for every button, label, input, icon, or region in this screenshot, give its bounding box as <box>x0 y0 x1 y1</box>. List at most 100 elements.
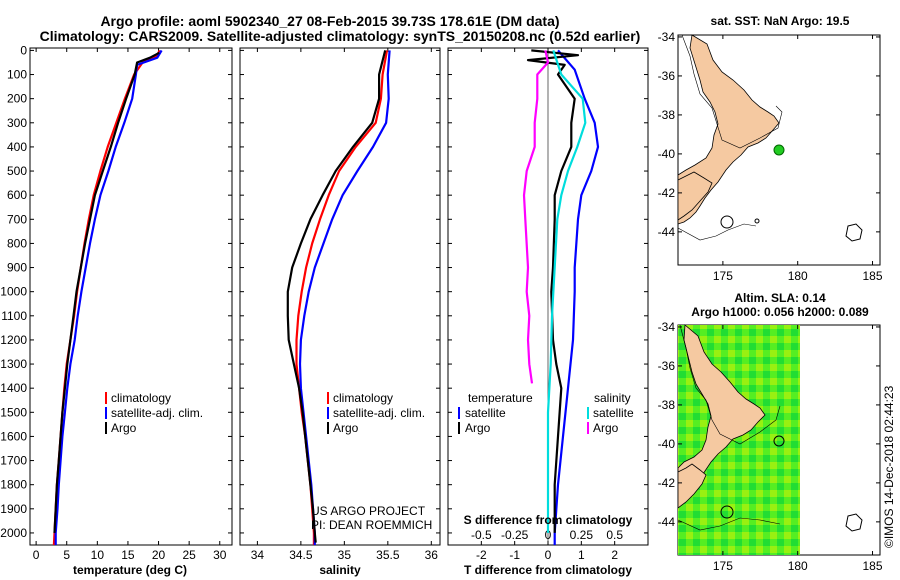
x-tick-label: 20 <box>152 548 166 562</box>
lon-tick-label: 185 <box>863 269 883 283</box>
salinity-series <box>286 50 391 545</box>
lon-tick-label: 180 <box>788 559 808 573</box>
lon-tick-label: 175 <box>713 269 733 283</box>
x-tick-label: -1 <box>509 548 520 562</box>
s-tick-label: -0.25 <box>501 528 529 542</box>
map1-land <box>677 34 780 225</box>
s-diff-label: S difference from climatology <box>464 513 633 527</box>
lat-tick-label: -34 <box>658 30 676 44</box>
legend-s-satellite: satellite <box>593 406 634 420</box>
lat-tick-label: -44 <box>658 515 676 529</box>
depth-tick-label: 400 <box>7 140 27 154</box>
x-tick-label: 25 <box>182 548 196 562</box>
temperature-x-axis: 0 5 10 15 20 25 30 <box>33 48 227 562</box>
map1-title: sat. SST: NaN Argo: 19.5 <box>711 14 850 28</box>
temperature-axes <box>29 47 233 546</box>
lat-tick-label: -36 <box>658 69 676 83</box>
x-tick-label: 1 <box>578 548 585 562</box>
series-satellite-adj-clim- <box>54 49 163 545</box>
salinity-legend: climatology satellite-adj. clim. Argo <box>327 391 425 435</box>
depth-tick-label: 1000 <box>0 285 27 299</box>
map1-chatham <box>845 223 863 242</box>
depth-tick-label: 1600 <box>0 429 27 443</box>
x-tick-label: 15 <box>121 548 135 562</box>
s-tick-label: -0.5 <box>471 528 492 542</box>
series-climatology <box>52 49 161 546</box>
legend-argo: Argo <box>111 421 137 435</box>
legend-climatology: climatology <box>333 391 393 405</box>
x-tick-label: 0 <box>33 548 40 562</box>
series-t-argo <box>526 49 580 533</box>
credit-pi: PI: DEAN ROEMMICH <box>311 518 432 532</box>
salinity-xlabel: salinity <box>319 563 361 577</box>
legend-climatology: climatology <box>111 391 171 405</box>
series-s-satellite <box>546 50 587 533</box>
x-tick-label: 36 <box>425 548 439 562</box>
map1-islet <box>754 218 760 224</box>
lat-tick-label: -44 <box>658 225 676 239</box>
legend-s-argo: Argo <box>593 421 619 435</box>
map2-title1: Altim. SLA: 0.14 <box>734 291 826 305</box>
depth-tick-label: 1400 <box>0 381 27 395</box>
map1-contour <box>677 34 783 241</box>
temperature-series <box>52 49 163 546</box>
s-tick-label: 0.25 <box>570 528 594 542</box>
map1-lon-ticks: 175 180 185 <box>713 35 883 283</box>
depth-tick-label: 1100 <box>1 309 27 323</box>
lat-tick-label: -38 <box>658 108 676 122</box>
series-s-argo <box>522 50 550 384</box>
depth-axis: 0 100 200 300 400 500 600 700 800 900 1000 1100 1200… <box>0 43 648 540</box>
legend-t-argo: Argo <box>465 421 491 435</box>
x-tick-label: 30 <box>213 548 227 562</box>
lat-tick-label: -38 <box>658 398 676 412</box>
s-tick-label: 0.5 <box>606 528 623 542</box>
depth-tick-label: 1300 <box>0 357 27 371</box>
difference-legend: temperature satellite Argo salinity sate… <box>458 391 634 435</box>
depth-tick-label: 2000 <box>0 526 27 540</box>
map1-argo-marker <box>773 144 785 156</box>
x-tick-label: 35.5 <box>376 548 400 562</box>
map2-title2: Argo h1000: 0.056 h2000: 0.089 <box>691 305 869 319</box>
depth-tick-label: 1700 <box>0 454 27 468</box>
imos-watermark: ©IMOS 14-Dec-2018 02:44:23 <box>882 385 896 548</box>
map2-contour <box>677 324 781 531</box>
depth-tick-label: 200 <box>7 92 27 106</box>
salinity-x-axis: 34 34.5 35 35.5 36 <box>251 48 439 562</box>
t-diff-xlabel: T difference from climatology <box>464 563 632 577</box>
map2-argo-marker <box>773 435 785 447</box>
lon-tick-label: 175 <box>713 559 733 573</box>
depth-tick-label: 100 <box>7 68 27 82</box>
salinity-axes <box>239 47 441 546</box>
series-satellite-adj-clim- <box>298 50 391 545</box>
legend-t-satellite: satellite <box>465 406 506 420</box>
difference-series <box>522 49 600 545</box>
x-tick-label: 10 <box>91 548 105 562</box>
t-diff-x-axis: -2 -1 0 1 2 <box>476 48 618 562</box>
depth-tick-label: 700 <box>7 212 27 226</box>
x-tick-label: 2 <box>611 548 618 562</box>
map1-island <box>720 215 734 229</box>
legend-satellite: satellite-adj. clim. <box>333 406 425 420</box>
series-argo <box>53 51 160 533</box>
temperature-xlabel: temperature (deg C) <box>73 563 187 577</box>
lat-tick-label: -40 <box>658 437 676 451</box>
x-tick-label: 35 <box>338 548 352 562</box>
temperature-legend: climatology satellite-adj. clim. Argo <box>105 391 203 435</box>
credit-project: US ARGO PROJECT <box>311 504 426 518</box>
lat-tick-label: -36 <box>658 359 676 373</box>
depth-tick-label: 800 <box>7 236 27 250</box>
map2: -34 -36 -38 -40 -42 -44 175 180 185 <box>658 320 883 573</box>
x-tick-label: 34.5 <box>289 548 313 562</box>
depth-tick-label: 300 <box>7 116 27 130</box>
legend-argo: Argo <box>333 421 359 435</box>
map2-island <box>720 505 734 519</box>
lat-tick-label: -42 <box>658 186 676 200</box>
title-line1: Argo profile: aoml 5902340_27 08-Feb-201… <box>100 13 559 29</box>
depth-tick-label: 600 <box>7 188 27 202</box>
map1: -34 -36 -38 -40 -42 -44 175 180 185 <box>658 30 883 283</box>
depth-tick-label: 1800 <box>0 478 27 492</box>
x-tick-label: 5 <box>63 548 70 562</box>
depth-tick-label: 900 <box>7 261 27 275</box>
lat-tick-label: -34 <box>658 320 676 334</box>
